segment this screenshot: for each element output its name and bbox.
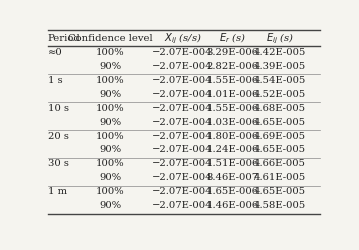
Text: 10 s: 10 s <box>48 104 69 112</box>
Text: 90%: 90% <box>99 201 121 210</box>
Text: −2.07E-004: −2.07E-004 <box>152 173 213 182</box>
Text: 4.39E-005: 4.39E-005 <box>254 62 306 71</box>
Text: 4.68E-005: 4.68E-005 <box>254 104 306 112</box>
Text: 4.65E-005: 4.65E-005 <box>254 118 306 126</box>
Text: −2.07E-004: −2.07E-004 <box>152 146 213 154</box>
Text: 90%: 90% <box>99 173 121 182</box>
Text: 4.54E-005: 4.54E-005 <box>254 76 306 85</box>
Text: ≈0: ≈0 <box>48 48 62 57</box>
Text: 2.82E-006: 2.82E-006 <box>207 62 259 71</box>
Text: 100%: 100% <box>96 160 125 168</box>
Text: −2.07E-004: −2.07E-004 <box>152 160 213 168</box>
Text: $E_{ij}$ (s): $E_{ij}$ (s) <box>266 31 294 46</box>
Text: −2.07E-004: −2.07E-004 <box>152 104 213 112</box>
Text: 90%: 90% <box>99 118 121 126</box>
Text: −2.07E-004: −2.07E-004 <box>152 118 213 126</box>
Text: −2.07E-004: −2.07E-004 <box>152 48 213 57</box>
Text: 90%: 90% <box>99 90 121 99</box>
Text: 4.66E-005: 4.66E-005 <box>254 160 306 168</box>
Text: Confidence level: Confidence level <box>68 34 153 43</box>
Text: 100%: 100% <box>96 76 125 85</box>
Text: 1.55E-006: 1.55E-006 <box>207 104 259 112</box>
Text: 1 s: 1 s <box>48 76 62 85</box>
Text: 1.46E-006: 1.46E-006 <box>207 201 259 210</box>
Text: 4.52E-005: 4.52E-005 <box>254 90 306 99</box>
Text: 1.65E-006: 1.65E-006 <box>207 187 259 196</box>
Text: 1.80E-006: 1.80E-006 <box>207 132 259 140</box>
Text: 4.58E-005: 4.58E-005 <box>254 201 306 210</box>
Text: 30 s: 30 s <box>48 160 69 168</box>
Text: 1 m: 1 m <box>48 187 67 196</box>
Text: 100%: 100% <box>96 132 125 140</box>
Text: 4.65E-005: 4.65E-005 <box>254 146 306 154</box>
Text: 4.61E-005: 4.61E-005 <box>254 173 306 182</box>
Text: −2.07E-004: −2.07E-004 <box>152 90 213 99</box>
Text: 90%: 90% <box>99 62 121 71</box>
Text: 100%: 100% <box>96 187 125 196</box>
Text: 100%: 100% <box>96 104 125 112</box>
Text: 1.03E-006: 1.03E-006 <box>207 118 259 126</box>
Text: −2.07E-004: −2.07E-004 <box>152 201 213 210</box>
Text: −2.07E-004: −2.07E-004 <box>152 187 213 196</box>
Text: $E_r$ (s): $E_r$ (s) <box>219 32 246 45</box>
Text: −2.07E-004: −2.07E-004 <box>152 76 213 85</box>
Text: 4.65E-005: 4.65E-005 <box>254 187 306 196</box>
Text: 1.24E-006: 1.24E-006 <box>206 146 259 154</box>
Text: 4.42E-005: 4.42E-005 <box>254 48 306 57</box>
Text: 90%: 90% <box>99 146 121 154</box>
Text: 1.55E-006: 1.55E-006 <box>207 76 259 85</box>
Text: $X_{ij}$ (s/s): $X_{ij}$ (s/s) <box>164 31 201 46</box>
Text: 20 s: 20 s <box>48 132 69 140</box>
Text: 1.51E-006: 1.51E-006 <box>206 160 259 168</box>
Text: Period: Period <box>48 34 80 43</box>
Text: −2.07E-004: −2.07E-004 <box>152 62 213 71</box>
Text: 1.01E-006: 1.01E-006 <box>206 90 259 99</box>
Text: 4.69E-005: 4.69E-005 <box>254 132 306 140</box>
Text: 100%: 100% <box>96 48 125 57</box>
Text: 3.29E-006: 3.29E-006 <box>207 48 259 57</box>
Text: −2.07E-004: −2.07E-004 <box>152 132 213 140</box>
Text: 8.46E-007: 8.46E-007 <box>207 173 259 182</box>
